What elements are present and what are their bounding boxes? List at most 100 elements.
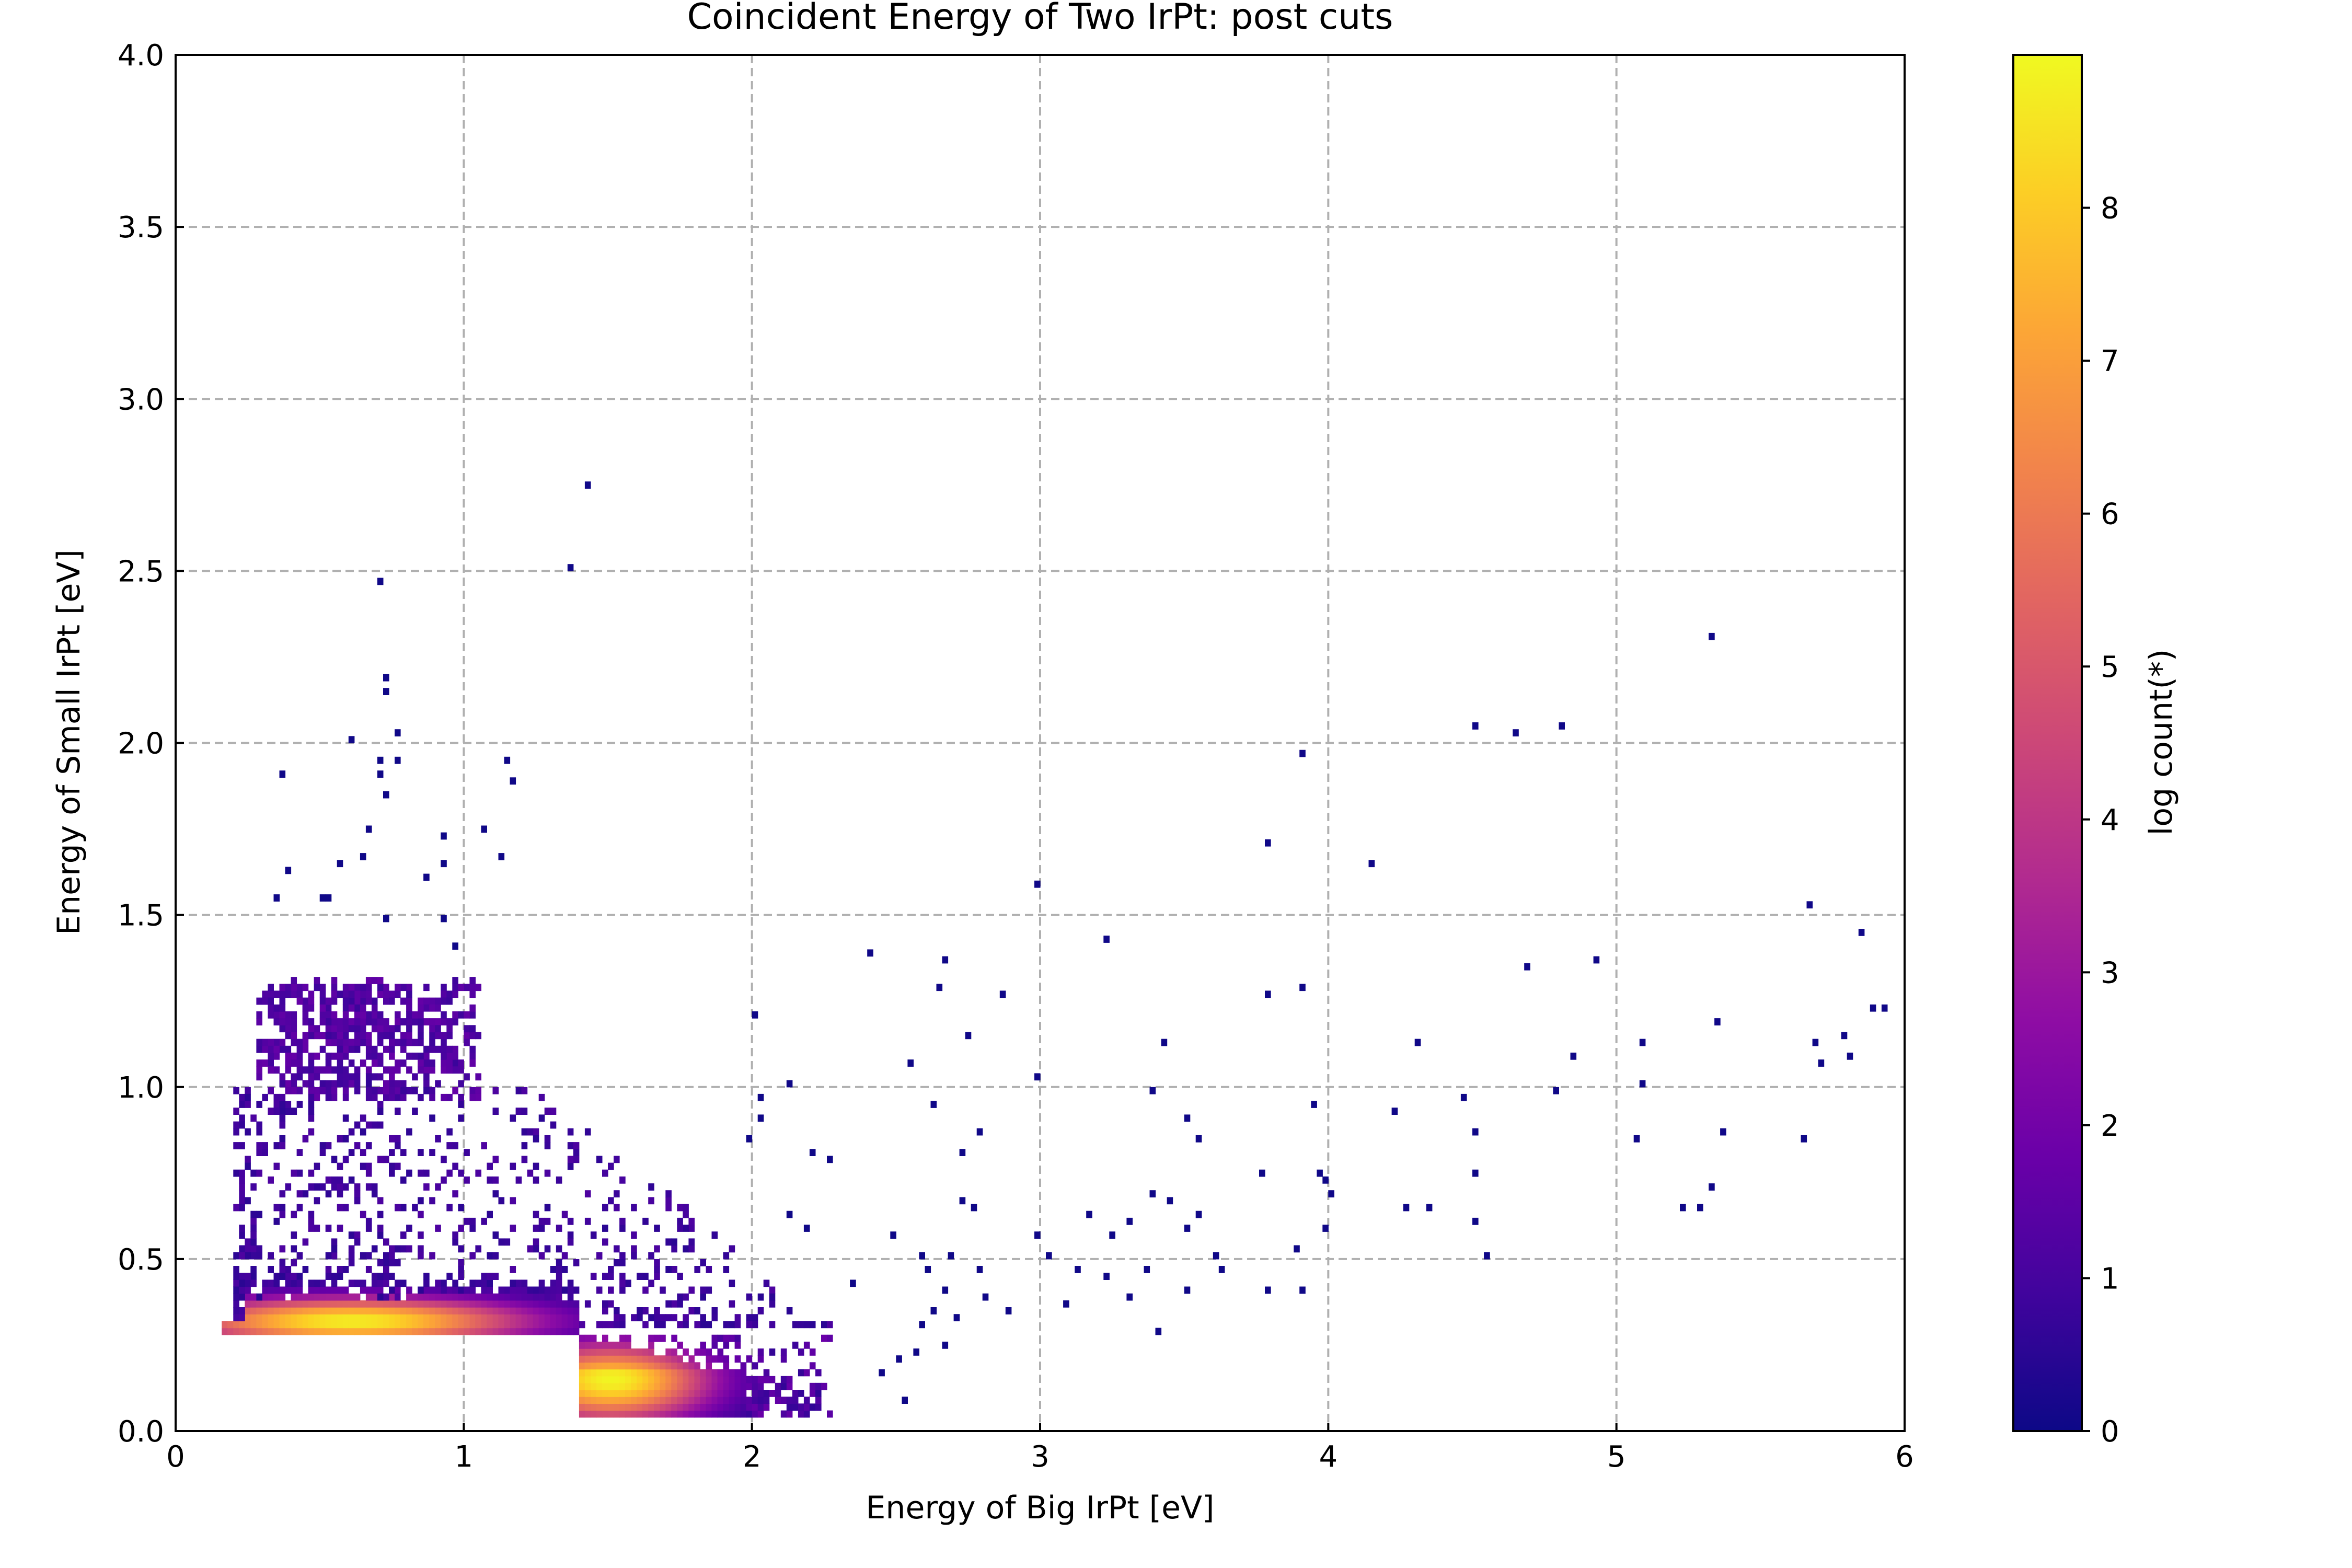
- heatmap-cell: [510, 1286, 516, 1294]
- heatmap-cell: [567, 1162, 574, 1170]
- heatmap-cell: [239, 1114, 245, 1122]
- heatmap-cell: [389, 1328, 395, 1335]
- heatmap-cell: [596, 1286, 603, 1294]
- heatmap-cell: [354, 990, 361, 998]
- heatmap-cell: [688, 1286, 695, 1294]
- heatmap-cell: [441, 990, 447, 998]
- heatmap-cell: [671, 1362, 677, 1370]
- heatmap-cell: [734, 1382, 741, 1390]
- heatmap-cell: [435, 1135, 441, 1143]
- heatmap-cell: [291, 1169, 297, 1177]
- heatmap-cell: [717, 1376, 724, 1383]
- heatmap-cell: [279, 1135, 286, 1143]
- heatmap-cell: [423, 1052, 430, 1060]
- heatmap-cell: [279, 1245, 286, 1253]
- heatmap-cell: [348, 1004, 355, 1012]
- heatmap-cell: [677, 1390, 683, 1397]
- heatmap-cell: [469, 1052, 476, 1060]
- heatmap-cell: [342, 1011, 349, 1019]
- heatmap-cell: [579, 1334, 585, 1342]
- heatmap-cell: [325, 1039, 332, 1046]
- heatmap-cell: [521, 1108, 528, 1115]
- heatmap-cell: [371, 1087, 378, 1094]
- heatmap-cell: [458, 1080, 464, 1088]
- heatmap-cell: [579, 1341, 585, 1349]
- heatmap-cell: [383, 1259, 389, 1266]
- heatmap-cell: [441, 1321, 447, 1329]
- heatmap-cell: [464, 1217, 470, 1225]
- heatmap-cell: [314, 1293, 320, 1301]
- heatmap-cell: [648, 1183, 654, 1191]
- heatmap-point: [1075, 1266, 1081, 1273]
- heatmap-cell: [342, 1300, 349, 1308]
- heatmap-cell: [406, 1225, 412, 1232]
- heatmap-cell: [371, 1093, 378, 1101]
- heatmap-cell: [348, 1080, 355, 1088]
- heatmap-cell: [446, 1045, 453, 1053]
- heatmap-cell: [291, 1259, 297, 1266]
- heatmap-cell: [441, 1011, 447, 1019]
- heatmap-cell: [487, 1210, 493, 1218]
- heatmap-cell: [573, 1314, 580, 1321]
- heatmap-cell: [268, 1059, 274, 1067]
- heatmap-cell: [285, 1066, 292, 1074]
- heatmap-cell: [262, 1045, 268, 1053]
- heatmap-point: [999, 990, 1006, 998]
- heatmap-cell: [331, 1087, 338, 1094]
- heatmap-cell: [291, 1039, 297, 1046]
- heatmap-cell: [688, 1390, 695, 1397]
- heatmap-cell: [527, 1307, 534, 1315]
- heatmap-cell: [614, 1190, 620, 1197]
- heatmap-cell: [533, 1245, 539, 1253]
- heatmap-cell: [492, 1087, 499, 1094]
- heatmap-cell: [619, 1176, 626, 1184]
- heatmap-cell: [665, 1197, 672, 1205]
- heatmap-cell: [314, 977, 320, 984]
- heatmap-cell: [711, 1314, 718, 1321]
- heatmap-cell: [256, 1328, 262, 1335]
- heatmap-cell: [827, 1321, 833, 1329]
- heatmap-cell: [740, 1390, 747, 1397]
- heatmap-point: [1311, 1101, 1317, 1108]
- heatmap-cell: [389, 1321, 395, 1329]
- heatmap-cell: [383, 1273, 389, 1280]
- heatmap-cell: [614, 1410, 620, 1418]
- heatmap-cell: [314, 1052, 320, 1060]
- heatmap-cell: [631, 1410, 637, 1418]
- heatmap-point: [976, 1128, 983, 1136]
- heatmap-cell: [365, 1032, 372, 1040]
- heatmap-cell: [250, 1238, 257, 1246]
- heatmap-cell: [250, 1279, 257, 1287]
- heatmap-cell: [671, 1300, 677, 1308]
- heatmap-cell: [625, 1410, 631, 1418]
- heatmap-cell: [377, 1279, 384, 1287]
- heatmap-cell: [556, 1225, 562, 1232]
- heatmap-cell: [377, 990, 384, 998]
- heatmap-cell: [406, 1025, 412, 1033]
- heatmap-cell: [435, 1279, 441, 1287]
- heatmap-cell: [561, 1210, 568, 1218]
- heatmap-cell: [446, 1204, 453, 1212]
- heatmap-cell: [567, 1142, 574, 1149]
- heatmap-cell: [319, 1018, 326, 1025]
- heatmap-cell: [377, 1052, 384, 1060]
- heatmap-cell: [538, 1225, 545, 1232]
- heatmap-cell: [233, 1087, 239, 1094]
- heatmap-cell: [262, 1093, 268, 1101]
- heatmap-cell: [498, 1328, 505, 1335]
- heatmap-cell: [683, 1403, 689, 1411]
- heatmap-cell: [441, 1176, 447, 1184]
- heatmap-cell: [337, 1314, 343, 1321]
- heatmap-cell: [648, 1355, 654, 1363]
- heatmap-cell: [475, 1032, 481, 1040]
- heatmap-cell: [798, 1390, 804, 1397]
- heatmap-cell: [527, 1128, 534, 1136]
- heatmap-cell: [538, 1314, 545, 1321]
- heatmap-cell: [481, 1279, 487, 1287]
- heatmap-cell: [354, 1032, 361, 1040]
- heatmap-cell: [308, 1328, 315, 1335]
- heatmap-cell: [395, 1245, 401, 1253]
- heatmap-cell: [285, 1101, 292, 1108]
- heatmap-cell: [654, 1410, 660, 1418]
- heatmap-cell: [337, 1066, 343, 1074]
